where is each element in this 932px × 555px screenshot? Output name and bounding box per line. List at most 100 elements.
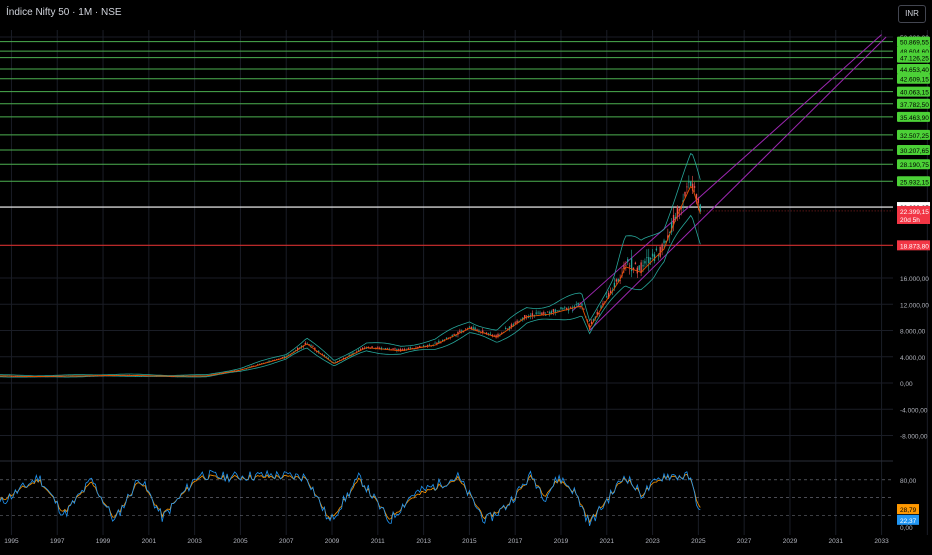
candle-body	[323, 354, 326, 357]
candle-body	[691, 183, 694, 191]
candle-body	[670, 221, 673, 233]
candle-body	[533, 314, 535, 316]
x-axis-tick-label: 2033	[874, 538, 889, 545]
candle-body	[678, 208, 680, 212]
candle-body	[359, 349, 362, 351]
candle-body	[392, 348, 394, 350]
price-level-label: 47.126,25	[900, 56, 929, 63]
candle-body	[615, 279, 617, 282]
candle-body	[371, 346, 373, 348]
channel-lower-line	[589, 36, 887, 331]
candle-body	[661, 244, 663, 251]
candle-body	[440, 342, 442, 344]
candle-body	[422, 345, 425, 348]
y-axis-tick-label: 0,00	[900, 381, 913, 388]
candle-body	[525, 316, 528, 318]
candle-body	[648, 257, 650, 264]
candle-body	[497, 334, 499, 337]
y-axis-tick-label: 4.000,00	[900, 355, 926, 362]
x-axis-tick-label: 2029	[783, 538, 798, 545]
price-level-tag	[897, 52, 930, 63]
candle-body	[623, 265, 625, 270]
candle-body	[695, 193, 698, 200]
candle-body	[529, 314, 532, 316]
candle-body	[468, 326, 471, 328]
candle-body	[566, 307, 568, 311]
candle-body	[220, 373, 223, 375]
candle-body	[482, 330, 484, 333]
candle-body	[629, 265, 631, 267]
x-axis-tick-label: 1995	[4, 538, 19, 545]
candle-body	[436, 342, 438, 345]
x-axis-tick-label: 2019	[554, 538, 569, 545]
candle-body	[562, 308, 564, 310]
price-level-label: 32.507,25	[900, 133, 929, 140]
candle-body	[489, 333, 492, 335]
candle-body	[327, 357, 329, 359]
candle-body	[504, 327, 507, 330]
candle-body	[535, 312, 537, 314]
candle-body	[524, 315, 526, 319]
candle-body	[581, 303, 583, 306]
candle-body	[409, 347, 411, 349]
x-axis-tick-label: 2025	[691, 538, 706, 545]
candle-body	[127, 375, 129, 377]
candle-body	[697, 198, 700, 203]
currency-button[interactable]: INR	[898, 5, 926, 23]
candle-body	[569, 306, 572, 308]
candle-body	[438, 340, 440, 344]
candle-body	[674, 216, 677, 220]
candle-body	[577, 302, 579, 305]
candle-body	[545, 314, 547, 316]
candle-body	[693, 186, 696, 188]
candle-body	[411, 347, 413, 349]
candle-body	[308, 344, 310, 345]
candle-body	[665, 240, 667, 243]
candle-body	[541, 312, 543, 315]
price-level-label: 50.869,55	[900, 40, 929, 47]
candle-body	[312, 346, 314, 348]
candle-body	[174, 376, 177, 378]
candle-body	[531, 313, 534, 317]
stochastic-k-value: 22,37	[900, 518, 917, 525]
candle-body	[560, 307, 562, 310]
candle-body	[400, 349, 402, 352]
candle-body	[592, 319, 595, 321]
candle-body	[380, 347, 383, 349]
price-level-label: 44.653,40	[900, 67, 929, 74]
candle-body	[564, 307, 566, 309]
bollinger-upper-band	[0, 152, 701, 377]
candle-body	[245, 368, 247, 370]
candle-body	[630, 258, 633, 272]
price-level-tag	[897, 145, 930, 156]
candle-body	[493, 335, 495, 337]
candle-body	[676, 206, 679, 217]
x-axis-tick-label: 2031	[829, 538, 844, 545]
y-axis-tick-label: 16.000,00	[900, 276, 929, 283]
x-axis-tick-label: 2013	[416, 538, 431, 545]
candle-body	[461, 330, 463, 332]
x-axis-tick-label: 2001	[142, 538, 157, 545]
candle-body	[690, 181, 692, 186]
candle-body	[296, 347, 299, 351]
candle-body	[556, 310, 558, 312]
candle-body	[508, 326, 511, 330]
candle-body	[398, 349, 400, 351]
price-level-tag	[897, 111, 930, 122]
y-axis-tick-label: -8.000,00	[900, 434, 928, 441]
candle-body	[470, 326, 472, 329]
candle-body	[539, 312, 541, 314]
candle-body	[455, 335, 457, 337]
candle-body	[554, 309, 556, 313]
candle-body	[272, 359, 274, 361]
stochastic-k-tag	[897, 514, 919, 525]
stochastic-y-tick-label: 0,00	[900, 525, 913, 532]
candle-body	[573, 306, 576, 308]
price-level-tag	[897, 86, 930, 97]
candle-body	[590, 321, 593, 324]
candle-body	[495, 335, 497, 338]
candle-body	[430, 345, 432, 347]
